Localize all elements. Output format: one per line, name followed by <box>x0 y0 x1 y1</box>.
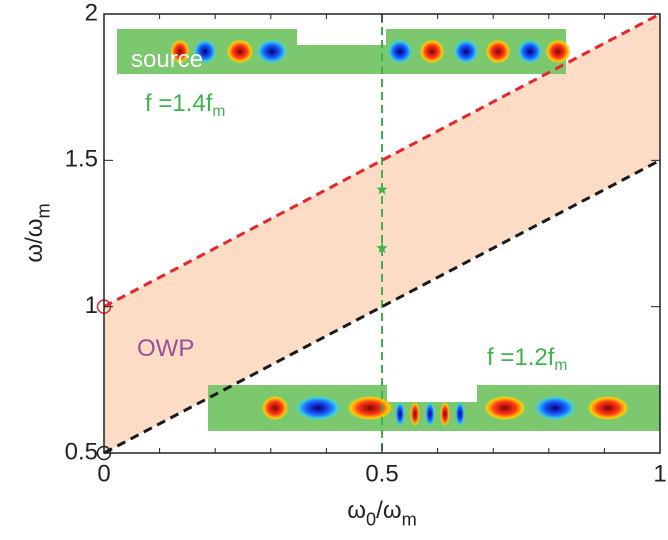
field-lobe <box>294 395 342 421</box>
field-lobe <box>425 401 435 427</box>
field-notch <box>297 29 386 45</box>
field-lobe <box>387 38 413 65</box>
annotation-part: OWP <box>137 335 194 362</box>
annotation-part: m <box>554 357 567 374</box>
field-lobe <box>193 38 217 65</box>
x-axis-label: ω0/ωm <box>347 497 416 529</box>
y-axis-label: ω/ωm <box>21 203 53 262</box>
y-tick-label: 1 <box>85 292 98 319</box>
field-lobe <box>261 395 289 421</box>
field-lobe <box>533 395 577 421</box>
y-axis-label-part: ω/ω <box>21 219 48 263</box>
annotation-part: m <box>212 103 225 120</box>
annotation: OWP <box>137 335 194 362</box>
field-lobe <box>170 38 190 65</box>
y-tick-label: 1.5 <box>65 146 98 173</box>
x-tick-label: 0.5 <box>365 460 398 487</box>
field-notch <box>387 385 477 402</box>
field-lobe <box>256 38 288 65</box>
field-lobe <box>226 38 254 65</box>
annotation: f =1.2fm <box>487 344 567 374</box>
x-tick-label: 1 <box>653 460 666 487</box>
annotation-part: f =1.2f <box>487 344 555 371</box>
field-lobe <box>410 401 420 427</box>
x-tick-label: 0 <box>97 460 110 487</box>
field-lobe <box>483 395 527 421</box>
star-point <box>376 242 388 253</box>
field-lobe <box>455 401 465 427</box>
x-axis-label-part: m <box>402 509 417 529</box>
field-lobe <box>395 401 405 427</box>
x-axis-label-part: 0 <box>366 509 376 529</box>
annotation-part: f =1.4f <box>145 90 213 117</box>
y-tick-label: 2 <box>85 0 98 26</box>
field-lobe <box>545 38 571 65</box>
annotation: f =1.4fm <box>145 90 225 120</box>
field-lobe <box>517 38 543 65</box>
x-axis-label-part: ω <box>347 497 366 524</box>
y-tick-label: 0.5 <box>65 438 98 465</box>
field-lobe <box>419 38 445 65</box>
field-lobe <box>440 401 450 427</box>
y-axis-label-part: m <box>33 203 53 218</box>
field-lobe <box>586 395 630 421</box>
field-lobe <box>453 38 479 65</box>
band <box>104 14 660 453</box>
field-lobe <box>346 395 394 421</box>
star-point <box>376 183 388 195</box>
x-axis-label-part: /ω <box>376 497 401 524</box>
field-lobe <box>485 38 511 65</box>
annotation: source <box>131 46 203 73</box>
annotation-part: source <box>131 46 203 73</box>
